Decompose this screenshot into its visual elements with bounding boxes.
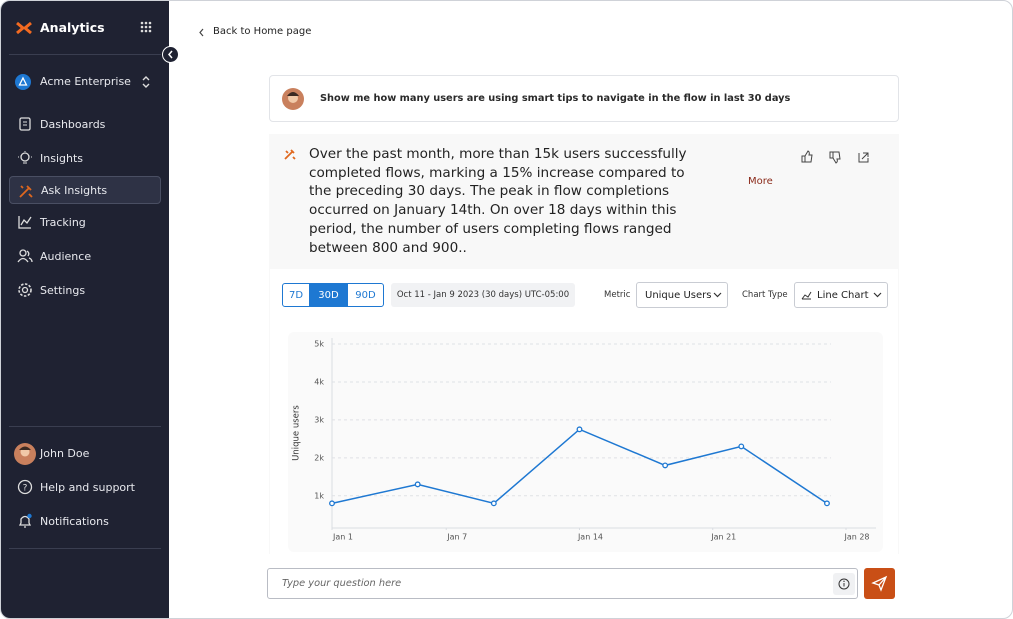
x-tick-label: Jan 1 xyxy=(332,533,353,542)
help-icon: ? xyxy=(17,479,33,495)
nav-item[interactable]: Settings xyxy=(9,276,161,304)
nav-label: Dashboards xyxy=(40,117,106,131)
user-avatar xyxy=(14,443,36,465)
nav-icon xyxy=(19,185,33,198)
range-button[interactable]: 30D xyxy=(310,283,347,307)
divider xyxy=(9,54,161,55)
ask-icon xyxy=(284,149,296,160)
divider xyxy=(9,426,161,427)
back-link[interactable]: Back to Home page xyxy=(213,26,312,37)
help-label: Help and support xyxy=(40,480,135,494)
metric-dropdown[interactable]: Unique Users xyxy=(636,282,728,308)
send-button[interactable] xyxy=(864,568,895,599)
notifications-link[interactable]: Notifications xyxy=(9,507,161,535)
workspace-toggle[interactable] xyxy=(141,75,151,89)
range-button[interactable]: 90D xyxy=(347,283,384,307)
more-link[interactable]: More xyxy=(748,176,773,187)
answer-text: Over the past month, more than 15k users… xyxy=(309,146,687,256)
sidebar: Analytics Acme Enterprise John Doe ? Help… xyxy=(1,1,169,618)
chart-type-dropdown[interactable]: Line Chart xyxy=(794,282,888,308)
info-button[interactable] xyxy=(833,573,855,595)
metric-label: Metric xyxy=(604,290,631,300)
divider xyxy=(9,548,161,549)
nav-label: Insights xyxy=(40,151,84,165)
y-tick-label: 3k xyxy=(314,415,324,424)
y-tick-label: 2k xyxy=(314,453,324,462)
chevron xyxy=(713,292,722,298)
bell-icon xyxy=(18,513,32,528)
point xyxy=(490,500,497,507)
point xyxy=(329,500,335,507)
chevron xyxy=(873,292,882,298)
question-avatar xyxy=(282,88,304,110)
workspace-icon xyxy=(15,74,31,90)
nav-icon xyxy=(19,117,31,131)
feedback-icons[interactable] xyxy=(799,149,871,165)
nav-item[interactable]: Dashboards xyxy=(9,110,161,138)
nav-icon xyxy=(18,283,32,297)
question-input[interactable] xyxy=(267,568,858,599)
y-tick-label: 4k xyxy=(314,377,324,386)
nav-label: Tracking xyxy=(40,215,86,229)
back-icon[interactable] xyxy=(198,28,206,37)
metric-value: Unique Users xyxy=(645,289,712,301)
point xyxy=(414,481,421,488)
nav-item[interactable]: Audience xyxy=(9,242,161,270)
point xyxy=(824,500,830,507)
chart-area xyxy=(288,332,883,552)
x-tick-label: Jan 14 xyxy=(577,533,603,542)
line-chart-icon xyxy=(801,291,812,300)
brand-logo xyxy=(16,21,32,35)
nav-label: Ask Insights xyxy=(41,183,108,197)
nav-icon xyxy=(18,151,32,164)
chart-type-label: Chart Type xyxy=(742,290,788,300)
point xyxy=(576,426,583,433)
date-range[interactable]: Oct 11 - Jan 9 2023 (30 days) UTC-05:00 xyxy=(391,283,575,307)
point xyxy=(738,443,745,450)
x-tick-label: Jan 7 xyxy=(446,533,467,542)
user-name[interactable]: John Doe xyxy=(40,447,90,460)
nav-icon xyxy=(17,249,33,263)
x-tick-label: Jan 21 xyxy=(710,533,736,542)
nav-label: Audience xyxy=(40,249,92,263)
nav-item[interactable]: Insights xyxy=(9,144,161,172)
question-text: Show me how many users are using smart t… xyxy=(320,93,791,104)
apps-icon[interactable] xyxy=(140,21,152,33)
nav-item[interactable]: Ask Insights xyxy=(9,176,161,204)
help-link[interactable]: ? Help and support xyxy=(9,473,161,501)
notifications-label: Notifications xyxy=(40,514,109,528)
y-axis-title: Unique users xyxy=(292,405,302,461)
nav-icon xyxy=(18,216,32,229)
workspace[interactable]: Acme Enterprise xyxy=(40,75,131,88)
collapse-button[interactable] xyxy=(162,46,179,63)
chart-type-value: Line Chart xyxy=(817,289,869,301)
nav-item[interactable]: Tracking xyxy=(9,208,161,236)
range-button[interactable]: 7D xyxy=(282,283,310,307)
nav-label: Settings xyxy=(40,283,86,297)
chart: Unique users 1k 2k 3k 4k 5k Jan 1 Jan 7 Jan 14 J… xyxy=(288,332,883,552)
x-tick-label: Jan 28 xyxy=(843,533,869,542)
input-placeholder: Type your question here xyxy=(282,578,402,589)
question-box xyxy=(269,75,899,122)
brand: Analytics xyxy=(40,20,105,35)
y-tick-label: 1k xyxy=(314,491,324,500)
point xyxy=(662,462,669,469)
y-tick-label: 5k xyxy=(314,340,324,349)
svg-text:?: ? xyxy=(23,484,28,494)
